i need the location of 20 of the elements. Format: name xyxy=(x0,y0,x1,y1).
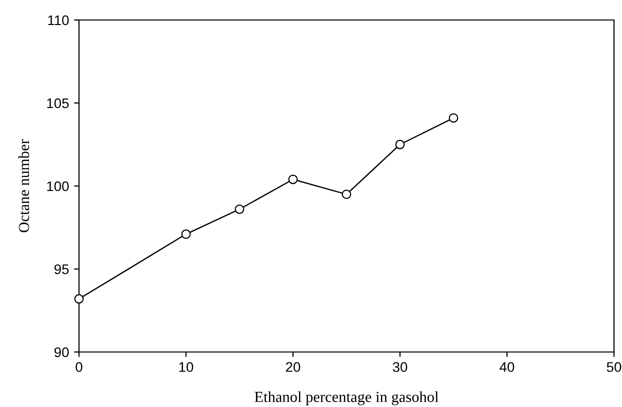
x-tick-label: 0 xyxy=(76,362,82,372)
point xyxy=(234,204,244,214)
x-tick-label: 30 xyxy=(392,362,408,372)
x-tick-label: 20 xyxy=(286,362,300,372)
y-tick-label: 90 xyxy=(54,347,69,358)
point xyxy=(342,190,352,200)
y-tick-label: 95 xyxy=(54,264,69,274)
x-tick-label: 10 xyxy=(179,362,194,372)
point xyxy=(395,140,405,150)
y-tick-label: 100 xyxy=(47,181,69,192)
x-tick-label: 40 xyxy=(500,362,514,372)
x-axis-title: Ethanol percentage in gasohol xyxy=(254,391,438,406)
point xyxy=(288,174,298,184)
y-axis-title: Octane number xyxy=(18,139,30,232)
point xyxy=(448,113,458,123)
y-tick-label: 110 xyxy=(48,15,69,26)
y-tick-label: 105 xyxy=(47,98,69,108)
point xyxy=(181,229,191,239)
point xyxy=(74,294,84,304)
x-tick-label: 50 xyxy=(606,362,622,372)
